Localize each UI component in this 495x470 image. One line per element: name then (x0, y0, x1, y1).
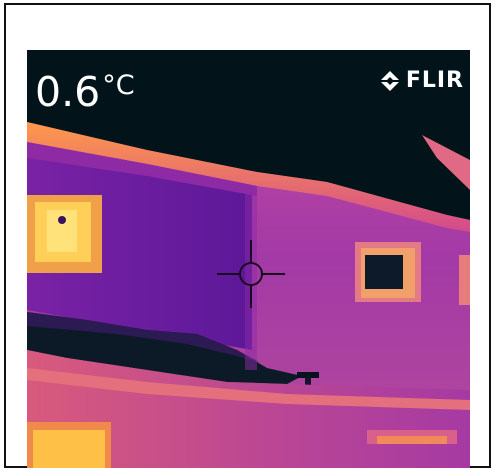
brand-logo: FLIR (379, 68, 464, 93)
temperature-unit: °C (102, 70, 135, 101)
temperature-readout: 0.6°C (35, 72, 135, 113)
crosshair-reticle-icon (217, 240, 285, 308)
brand-name: FLIR (405, 68, 464, 93)
thermal-image (27, 50, 470, 468)
temperature-value: 0.6 (35, 68, 101, 116)
flir-logo-icon (379, 70, 400, 91)
thermal-viewport: 0.6°C FLIR (27, 50, 470, 468)
